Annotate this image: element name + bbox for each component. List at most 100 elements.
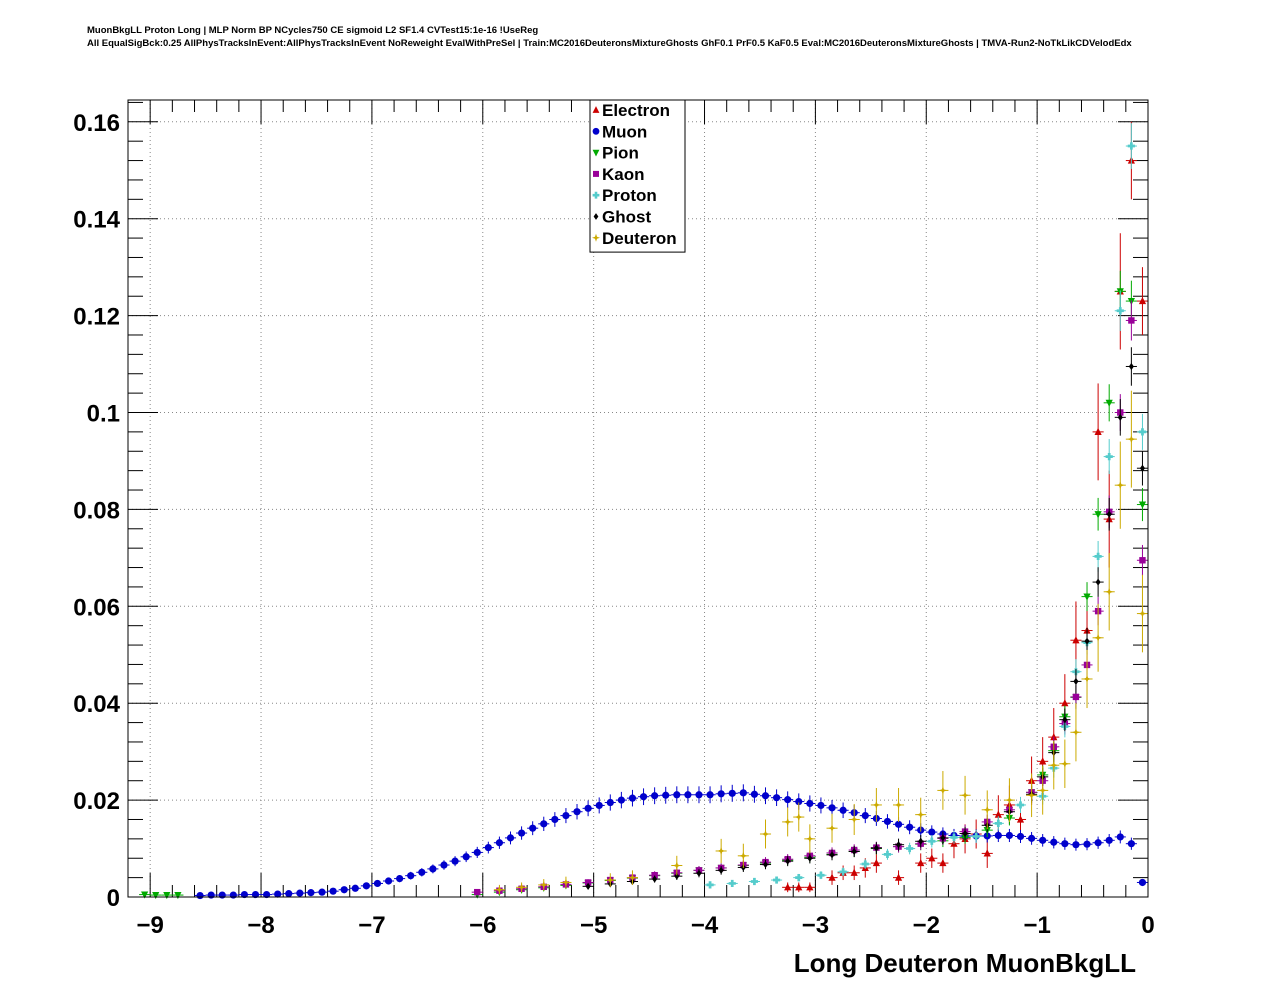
data-point (1050, 838, 1058, 846)
data-point (639, 793, 648, 801)
y-tick-label: 0.06 (73, 594, 120, 621)
data-point (817, 801, 825, 810)
legend-label-electron: Electron (602, 101, 670, 120)
data-marks (139, 121, 1148, 900)
data-point (960, 791, 970, 800)
data-point (983, 805, 992, 814)
data-point (695, 791, 703, 799)
data-point (240, 890, 249, 899)
header-line-1: MuonBkgLL Proton Long | MLP Norm BP NCyc… (87, 25, 539, 36)
data-point (806, 799, 814, 808)
data-point (739, 789, 747, 797)
data-point (696, 869, 702, 877)
data-point (296, 889, 304, 897)
data-point (872, 800, 881, 810)
data-point (1138, 428, 1147, 436)
data-point (762, 860, 769, 869)
data-point (928, 837, 936, 845)
data-point (495, 885, 504, 894)
data-point (396, 874, 404, 883)
data-point (861, 812, 869, 820)
data-point (684, 791, 692, 799)
data-point (1039, 757, 1047, 765)
data-point (1105, 452, 1113, 461)
data-point (451, 857, 459, 865)
data-point (1116, 480, 1125, 490)
legend: Electron Muon Pion Kaon Proton Ghost Deuteron (589, 99, 686, 253)
data-point (440, 861, 448, 869)
data-point (207, 891, 215, 899)
legend-label-ghost: Ghost (602, 208, 651, 227)
data-point (307, 889, 315, 897)
data-point (983, 849, 991, 857)
series-muon (194, 784, 1148, 900)
data-point (918, 837, 924, 845)
y-tick-label: 0.14 (73, 207, 120, 234)
data-point (906, 823, 914, 831)
data-point (1116, 833, 1124, 841)
data-point (662, 791, 670, 799)
legend-marker-pion (592, 149, 600, 157)
y-tick-label: 0.04 (73, 691, 120, 718)
data-point (551, 815, 559, 824)
data-point (340, 886, 348, 894)
data-point (606, 875, 615, 885)
data-point (674, 872, 680, 880)
data-point (1072, 841, 1080, 849)
data-point (839, 868, 847, 876)
legend-marker-proton (592, 191, 600, 199)
data-point (1105, 836, 1113, 844)
data-point (950, 833, 958, 842)
data-point (750, 790, 759, 798)
legend-label-proton: Proton (602, 186, 657, 205)
data-point (994, 810, 1002, 818)
legend-label-pion: Pion (602, 144, 639, 163)
data-point (1138, 878, 1147, 887)
data-point (783, 817, 792, 827)
data-point (1027, 791, 1036, 800)
data-point (229, 891, 237, 899)
data-point (573, 808, 581, 816)
data-point (462, 853, 470, 861)
data-point (883, 850, 892, 858)
data-point (1016, 801, 1025, 809)
x-tick-label: −9 (136, 912, 163, 939)
data-point (828, 873, 836, 881)
data-point (896, 841, 902, 849)
data-point (817, 871, 825, 879)
data-point (795, 797, 803, 806)
data-point (506, 834, 515, 842)
data-point (1049, 761, 1058, 770)
data-point (672, 861, 681, 870)
data-point (1139, 557, 1146, 564)
data-point (539, 880, 548, 890)
data-point (652, 875, 658, 883)
data-point (1116, 307, 1124, 315)
data-point (529, 824, 537, 832)
x-tick-label: −4 (691, 912, 719, 939)
data-point (1094, 552, 1102, 560)
data-point (1072, 693, 1080, 701)
data-point (474, 888, 481, 896)
data-point (706, 881, 714, 889)
data-point (651, 871, 658, 879)
data-point (1127, 840, 1135, 848)
data-point (251, 890, 260, 899)
data-point (1073, 677, 1079, 685)
data-point (805, 834, 815, 844)
data-point (939, 858, 947, 867)
data-point (850, 868, 858, 876)
data-point (1139, 464, 1145, 472)
data-point (585, 882, 591, 890)
data-point (1106, 510, 1112, 518)
data-point (928, 854, 936, 862)
data-point (894, 800, 903, 810)
data-point (1093, 633, 1103, 642)
data-point (772, 876, 781, 884)
data-point (1039, 836, 1047, 844)
data-point (883, 817, 892, 826)
data-point (1062, 716, 1068, 724)
data-point (1083, 593, 1091, 601)
data-point (1094, 511, 1102, 519)
data-point (418, 868, 426, 876)
